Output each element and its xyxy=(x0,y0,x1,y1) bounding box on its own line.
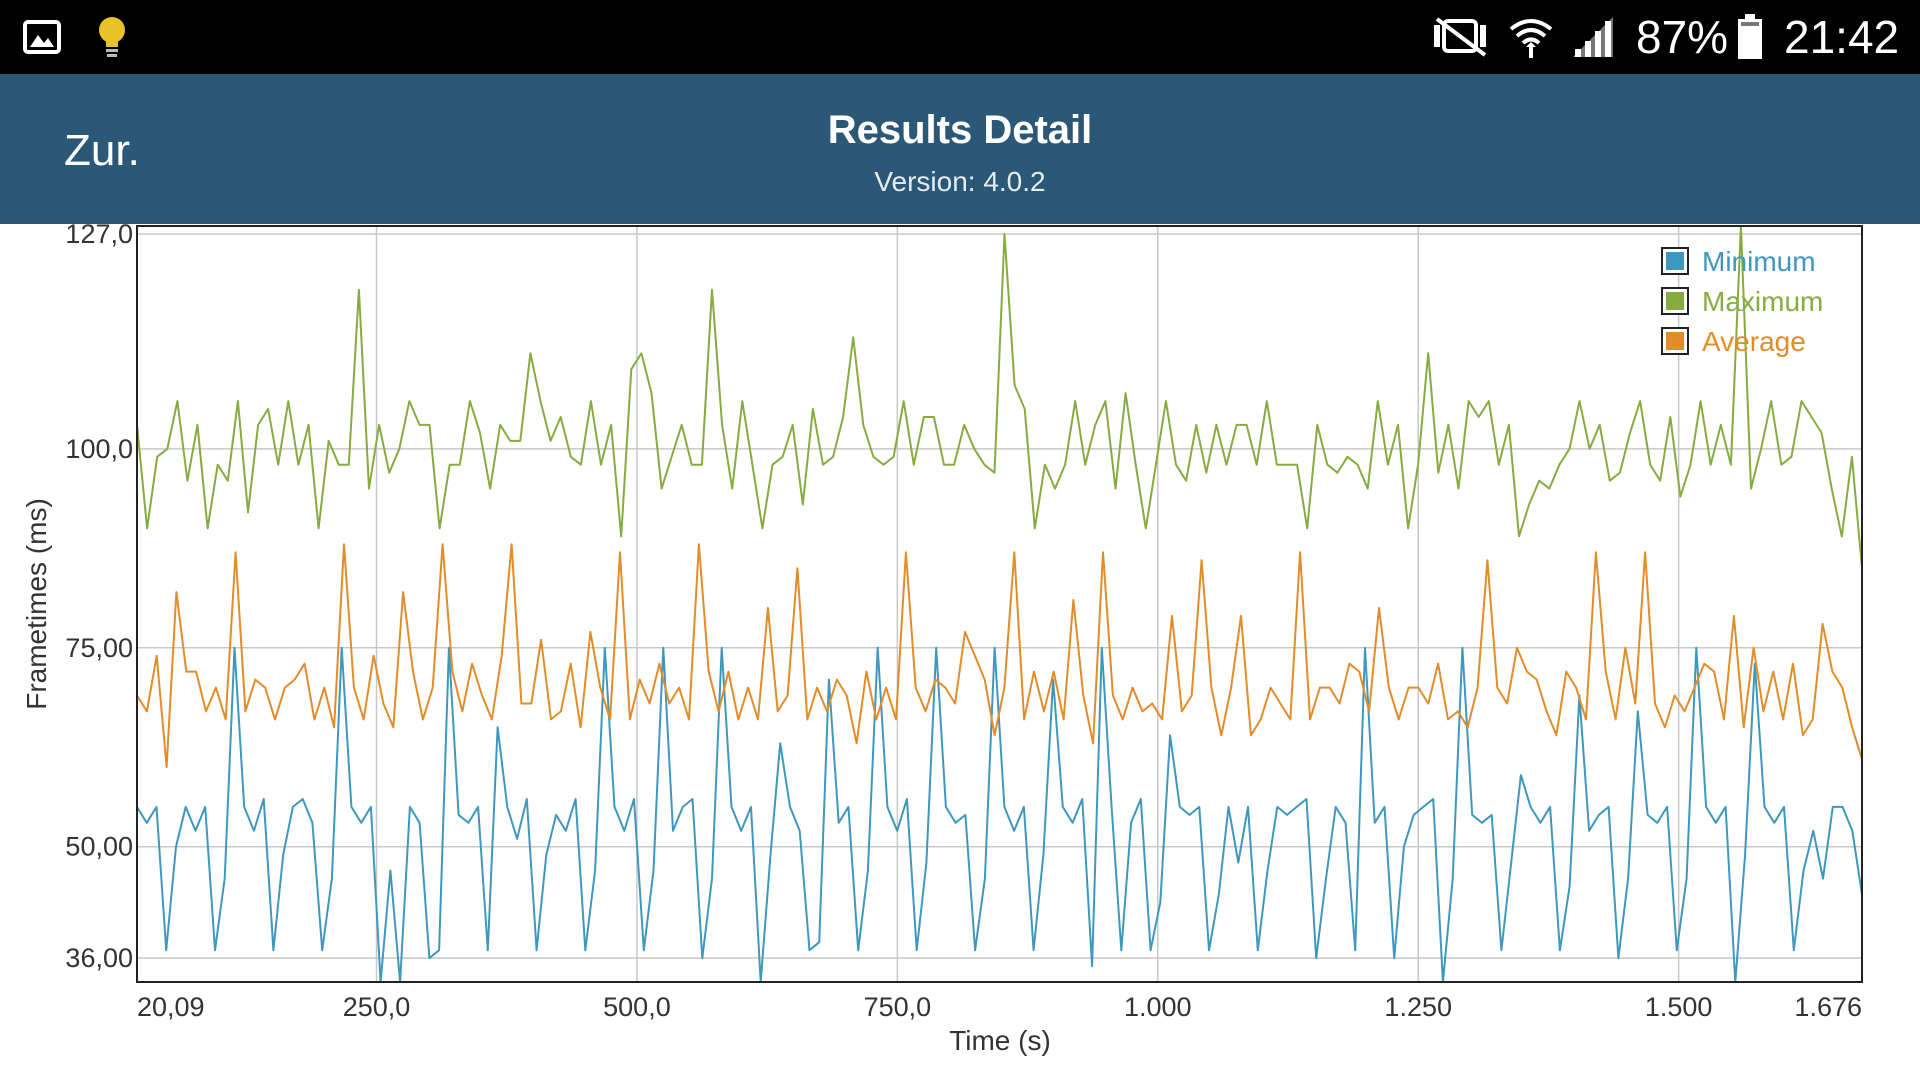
legend-swatch-maximum xyxy=(1666,292,1684,310)
mute-icon xyxy=(1430,14,1490,60)
page-title: Results Detail xyxy=(827,108,1093,152)
x-tick-label: 20,09 xyxy=(137,992,205,1022)
x-tick-label: 1.500 xyxy=(1645,992,1713,1022)
legend-label-maximum: Maximum xyxy=(1702,286,1823,317)
battery-icon xyxy=(1736,14,1764,60)
back-button[interactable]: Zur. xyxy=(64,126,140,175)
plot-frame xyxy=(136,225,1863,983)
lightbulb-icon xyxy=(94,14,130,60)
wifi-icon xyxy=(1508,14,1554,60)
battery-percentage: 87% xyxy=(1636,11,1729,63)
x-tick-label: 250,0 xyxy=(343,992,411,1022)
y-tick-label: 36,00 xyxy=(65,943,133,973)
series-line-minimum xyxy=(136,646,1863,983)
y-tick-label: 75,00 xyxy=(65,633,133,663)
y-tick-label: 50,00 xyxy=(65,832,133,862)
x-tick-label: 1.000 xyxy=(1124,992,1192,1022)
series-line-average xyxy=(136,543,1863,769)
x-tick-label: 1.250 xyxy=(1384,992,1452,1022)
version-label: Version: 4.0.2 xyxy=(874,166,1046,197)
y-axis-label: Frametimes (ms) xyxy=(21,498,52,710)
legend-swatch-minimum xyxy=(1666,252,1684,270)
legend-swatch-average xyxy=(1666,332,1684,350)
clock: 21:42 xyxy=(1784,11,1900,63)
signal-icon xyxy=(1570,14,1616,60)
frametimes-chart: 36,00 50,00 75,00 100,0 127,0 20,09 250,0 500,0… xyxy=(21,224,1863,1056)
x-tick-label: 750,0 xyxy=(864,992,932,1022)
x-tick-label: 500,0 xyxy=(603,992,671,1022)
x-tick-label: 1.676 xyxy=(1794,992,1862,1022)
x-axis-label: Time (s) xyxy=(949,1025,1051,1056)
y-tick-label: 100,0 xyxy=(65,434,133,464)
legend-label-minimum: Minimum xyxy=(1702,246,1816,277)
app-bar: Zur. Results Detail Version: 4.0.2 xyxy=(0,74,1920,224)
y-tick-label: 127,0 xyxy=(65,224,133,249)
status-bar: 87% 21:42 xyxy=(0,0,1920,74)
legend-label-average: Average xyxy=(1702,326,1806,357)
series-line-maximum xyxy=(136,225,1863,569)
gallery-icon xyxy=(20,14,64,60)
